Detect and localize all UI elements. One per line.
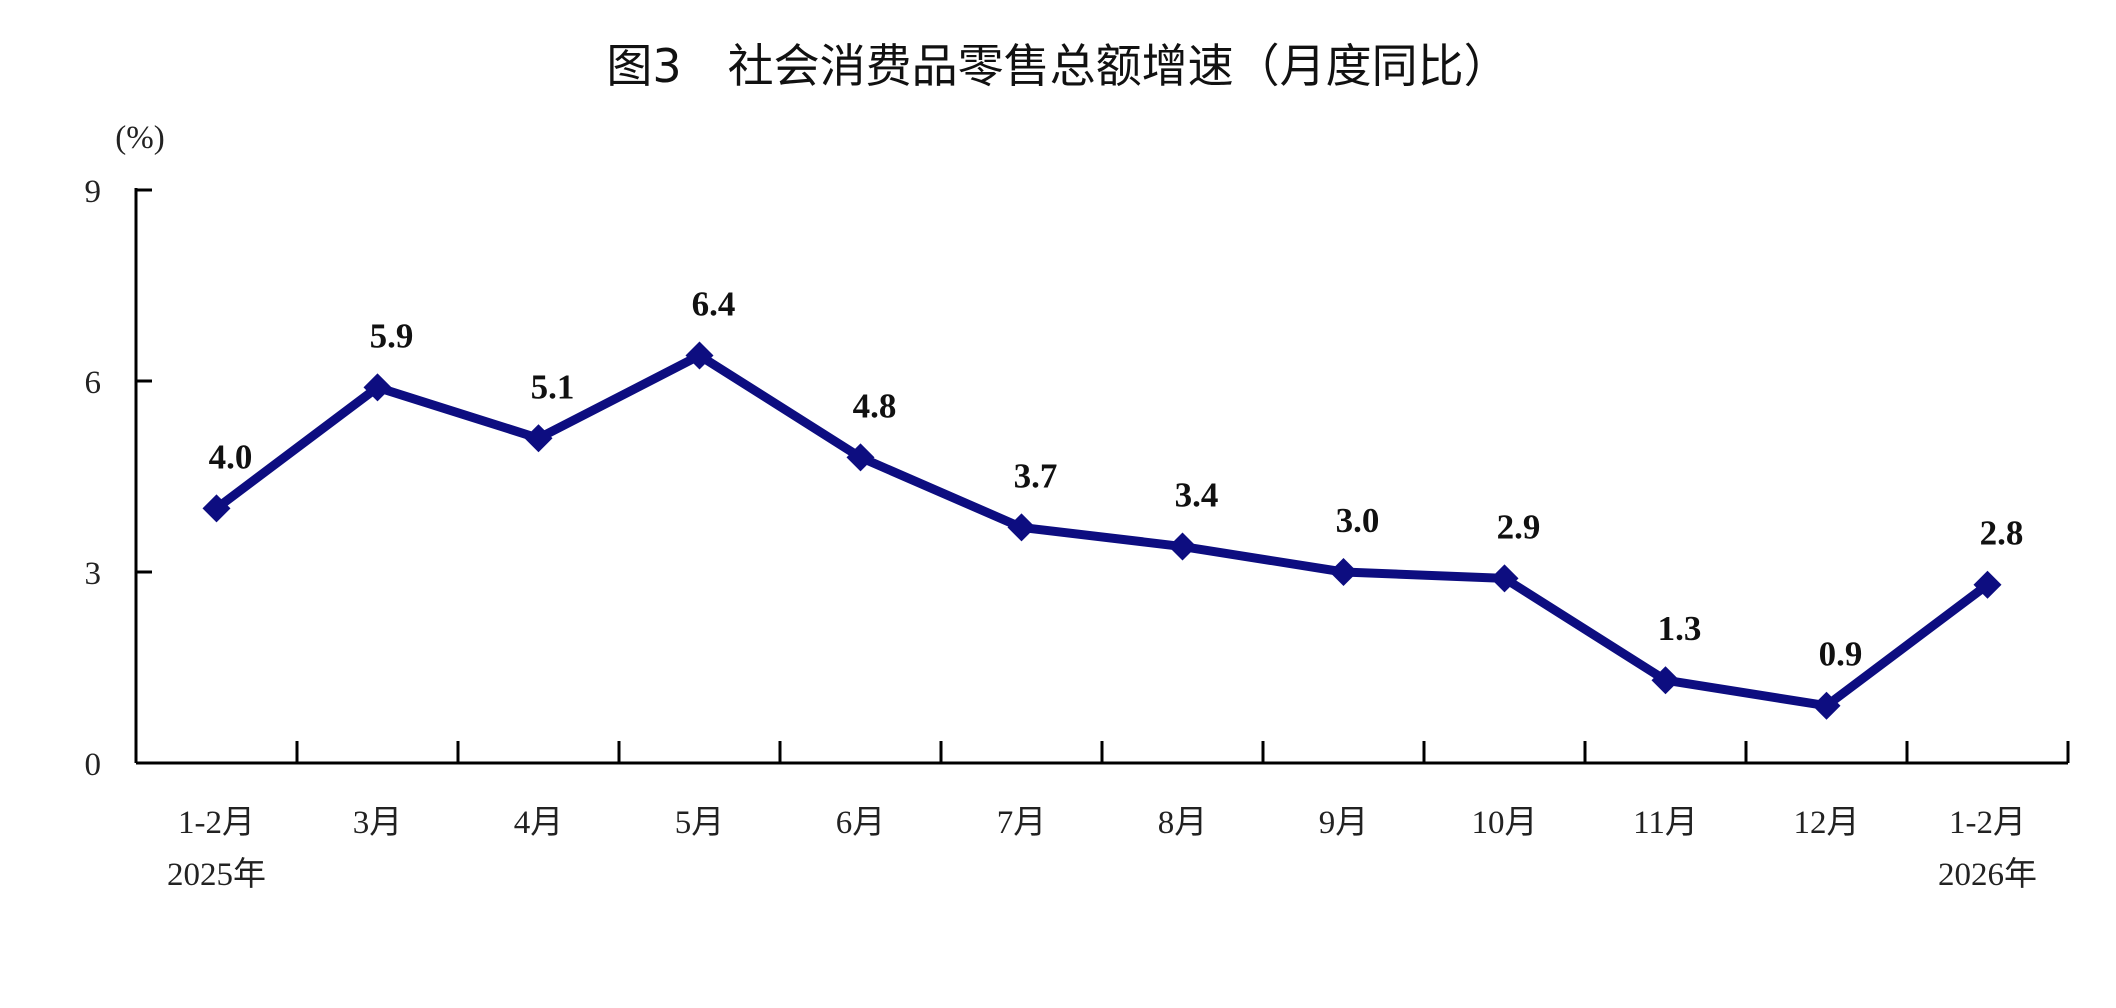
data-point-marker [1651,666,1680,695]
data-label: 4.0 [209,437,253,476]
x-tick-label: 5月 [675,805,725,841]
data-point-marker [524,424,553,453]
x-tick-label: 3月 [353,805,403,841]
chart-title: 图3 社会消费品零售总额增速（月度同比） [606,39,1510,93]
data-point-marker [1329,558,1358,586]
y-tick-label: 0 [85,747,102,783]
data-point-marker [1168,532,1197,561]
data-label: 3.0 [1336,501,1380,540]
data-label: 5.1 [531,367,575,406]
data-label: 1.3 [1658,609,1702,648]
data-label: 0.9 [1819,635,1863,674]
data-point-marker [685,341,714,370]
data-label: 3.7 [1014,456,1058,495]
series-line [213,351,1991,711]
data-point-marker [1490,564,1519,593]
data-label: 6.4 [692,285,736,324]
y-tick-label: 6 [85,365,102,401]
x-tick-label: 1-2月 [1949,805,2026,841]
x-tick-label: 6月 [836,805,886,841]
data-label: 3.4 [1175,476,1219,515]
x-tick-label: 1-2月 [178,805,255,841]
data-point-marker [202,494,231,523]
x-tick-label: 8月 [1158,805,1208,841]
data-point-marker [1973,570,2002,599]
data-point-marker [1007,513,1036,542]
data-label: 5.9 [370,316,414,355]
x-tick-label: 2025年 [167,856,266,893]
y-tick-label: 9 [85,174,102,210]
data-label: 2.9 [1497,507,1541,546]
y-axis-unit: (%) [115,120,164,156]
x-tick-label: 10月 [1472,805,1538,841]
data-point-marker [363,373,392,402]
data-label: 2.8 [1980,514,2024,553]
data-point-marker [846,443,875,472]
x-tick-label: 12月 [1794,805,1860,841]
x-tick-label: 4月 [514,805,564,841]
x-tick-label: 9月 [1319,805,1369,841]
data-point-marker [1812,691,1841,720]
data-label: 4.8 [853,386,897,425]
y-tick-label: 3 [85,556,102,592]
x-tick-label: 2026年 [1938,856,2037,893]
x-tick-label: 7月 [997,805,1047,841]
x-tick-label: 11月 [1633,805,1698,841]
